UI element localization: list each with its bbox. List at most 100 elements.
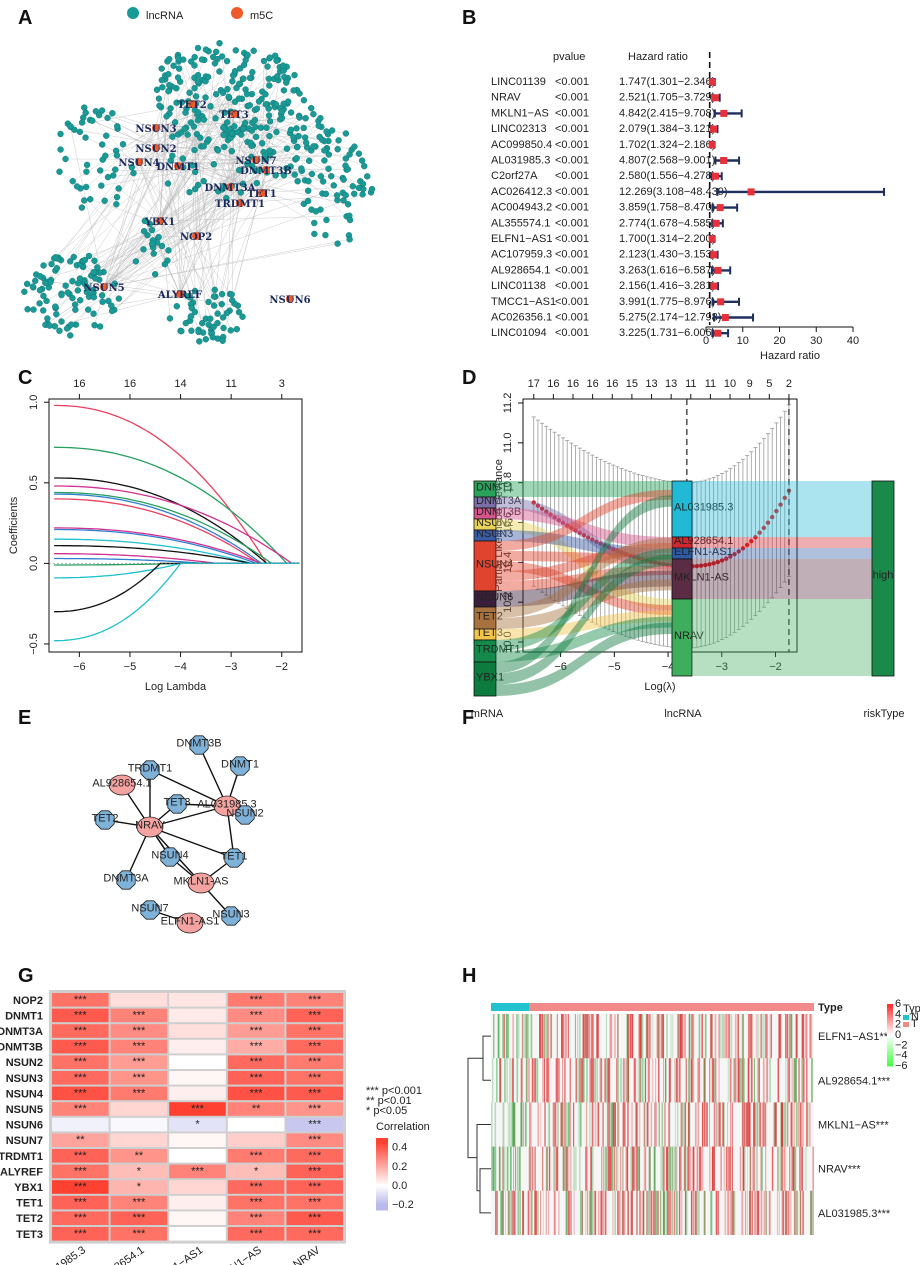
scale-swatch [887, 1055, 893, 1059]
heatmap-stripe [681, 1102, 683, 1147]
heatmap-stripe [579, 1190, 582, 1235]
network-a-lncrna-node [308, 104, 315, 112]
heatmap-stripe [513, 1146, 515, 1191]
heatmap-stripe [565, 1014, 567, 1059]
corr-cell-stars: *** [250, 1072, 264, 1084]
network-a-lncrna-node [78, 204, 86, 211]
heatmap-stripe [732, 1058, 735, 1103]
network-a-lncrna-node [351, 143, 358, 150]
network-a-hub-nsun3 [152, 124, 160, 132]
corr-cell-stars: *** [308, 1072, 322, 1084]
corr-cell-stars: *** [250, 1087, 264, 1099]
forest-pvalue: <0.001 [555, 217, 589, 229]
network-a-edge [155, 127, 363, 185]
panel-h-expression-heatmap: TypeELFN1−AS1**AL928654.1***MKLN1−AS***N… [467, 998, 920, 1235]
dendro-branch [482, 1035, 491, 1081]
heatmap-stripe [517, 1058, 519, 1103]
heatmap-stripe [811, 1058, 813, 1103]
network-a-lncrna-node [233, 326, 241, 333]
heatmap-stripe [565, 1190, 568, 1235]
scale-swatch [887, 1035, 893, 1038]
heatmap-stripe [742, 1146, 745, 1191]
heatmap-stripe [720, 1146, 722, 1191]
lasso-y-tick-label: 0.5 [28, 475, 40, 490]
heatmap-stripe [749, 1146, 752, 1191]
network-a-lncrna-node [56, 327, 63, 334]
corr-cell [286, 1008, 343, 1023]
sankey-axis-risktype: riskType [864, 708, 905, 720]
heatmap-stripe [751, 1190, 753, 1235]
cv-point [535, 503, 541, 508]
heatmap-stripe [642, 1190, 645, 1235]
network-a-edge [265, 127, 267, 171]
heatmap-stripe [691, 1146, 693, 1191]
lasso-series-line [54, 491, 300, 565]
network-a-lncrna-node [287, 126, 295, 133]
network-a-lncrna-node [229, 78, 236, 85]
heatmap-stripe [666, 1146, 668, 1191]
corr-legend-tick: 0.0 [392, 1180, 407, 1192]
network-e-node-label: TET1 [221, 851, 248, 863]
network-a-lncrna-node [368, 185, 376, 193]
network-a-lncrna-node [236, 80, 243, 88]
forest-gene-label: LINC01094 [491, 327, 547, 339]
scale-swatch [887, 1012, 893, 1015]
heatmap-stripe [607, 1058, 610, 1103]
cv-x-label: Log(λ) [644, 681, 675, 693]
heatmap-stripe [788, 1146, 791, 1191]
network-a-edge [144, 220, 181, 295]
network-a-lncrna-node [335, 137, 342, 144]
heatmap-stripe [563, 1102, 566, 1147]
heatmap-stripe [521, 1058, 523, 1103]
heatmap-stripe [575, 1146, 577, 1191]
network-a-lncrna-node [214, 310, 221, 317]
network-e-node-label: NSUN2 [226, 808, 263, 820]
forest-pvalue: <0.001 [555, 155, 589, 167]
network-a-lncrna-node [346, 236, 353, 243]
network-a-edge [239, 183, 257, 204]
heatmap-stripe [529, 1146, 532, 1191]
forest-pvalue: <0.001 [555, 76, 589, 88]
network-a-lncrna-node [349, 183, 356, 190]
corr-cell [110, 1149, 168, 1163]
heatmap-stripe [762, 1102, 765, 1147]
type-legend-n-swatch [903, 1015, 909, 1020]
scale-swatch [887, 1028, 893, 1032]
heatmap-dendrogram [467, 1035, 491, 1214]
sankey-flow [496, 551, 672, 565]
heatmap-stripe [600, 1058, 602, 1103]
network-a-edge [138, 161, 231, 295]
heatmap-stripe [598, 1190, 600, 1235]
corr-cell-stars: *** [308, 994, 322, 1006]
network-a-hub-nsun6 [286, 295, 294, 303]
lasso-x-tick-label: −2 [275, 661, 288, 673]
heatmap-stripe [636, 1102, 638, 1147]
network-a-lncrna-node [179, 155, 186, 162]
corr-legend-swatch [376, 1190, 388, 1193]
sankey-lncrna-label: ELFN1-AS1 [674, 546, 733, 558]
heatmap-stripe [564, 1058, 566, 1103]
heatmap-stripe [799, 1190, 801, 1235]
network-a-lncrna-node [361, 162, 368, 170]
heatmap-stripe [713, 1102, 715, 1147]
heatmap-stripe [527, 1190, 530, 1235]
heatmap-stripe [566, 1146, 569, 1191]
heatmap-stripe [727, 1190, 729, 1235]
corr-cell [52, 1102, 109, 1116]
corr-legend-swatch [376, 1184, 388, 1187]
heatmap-stripe [619, 1146, 622, 1191]
heatmap-stripe [799, 1146, 801, 1191]
network-a-lncrna-node [198, 56, 206, 63]
network-a-lncrna-node [262, 101, 270, 108]
heatmap-stripe [499, 1058, 502, 1103]
lasso-top-tick-label: 11 [225, 378, 236, 390]
network-a-hub-label-nsun2: NSUN2 [135, 144, 176, 155]
network-a-edge [195, 191, 219, 237]
corr-cell [286, 1117, 343, 1132]
heatmap-stripe [582, 1058, 585, 1103]
heatmap-stripe [762, 1058, 765, 1103]
heatmap-stripe [587, 1190, 589, 1235]
heatmap-stripe [696, 1146, 699, 1191]
heatmap-stripe [757, 1102, 759, 1147]
heatmap-stripe [787, 1058, 789, 1103]
